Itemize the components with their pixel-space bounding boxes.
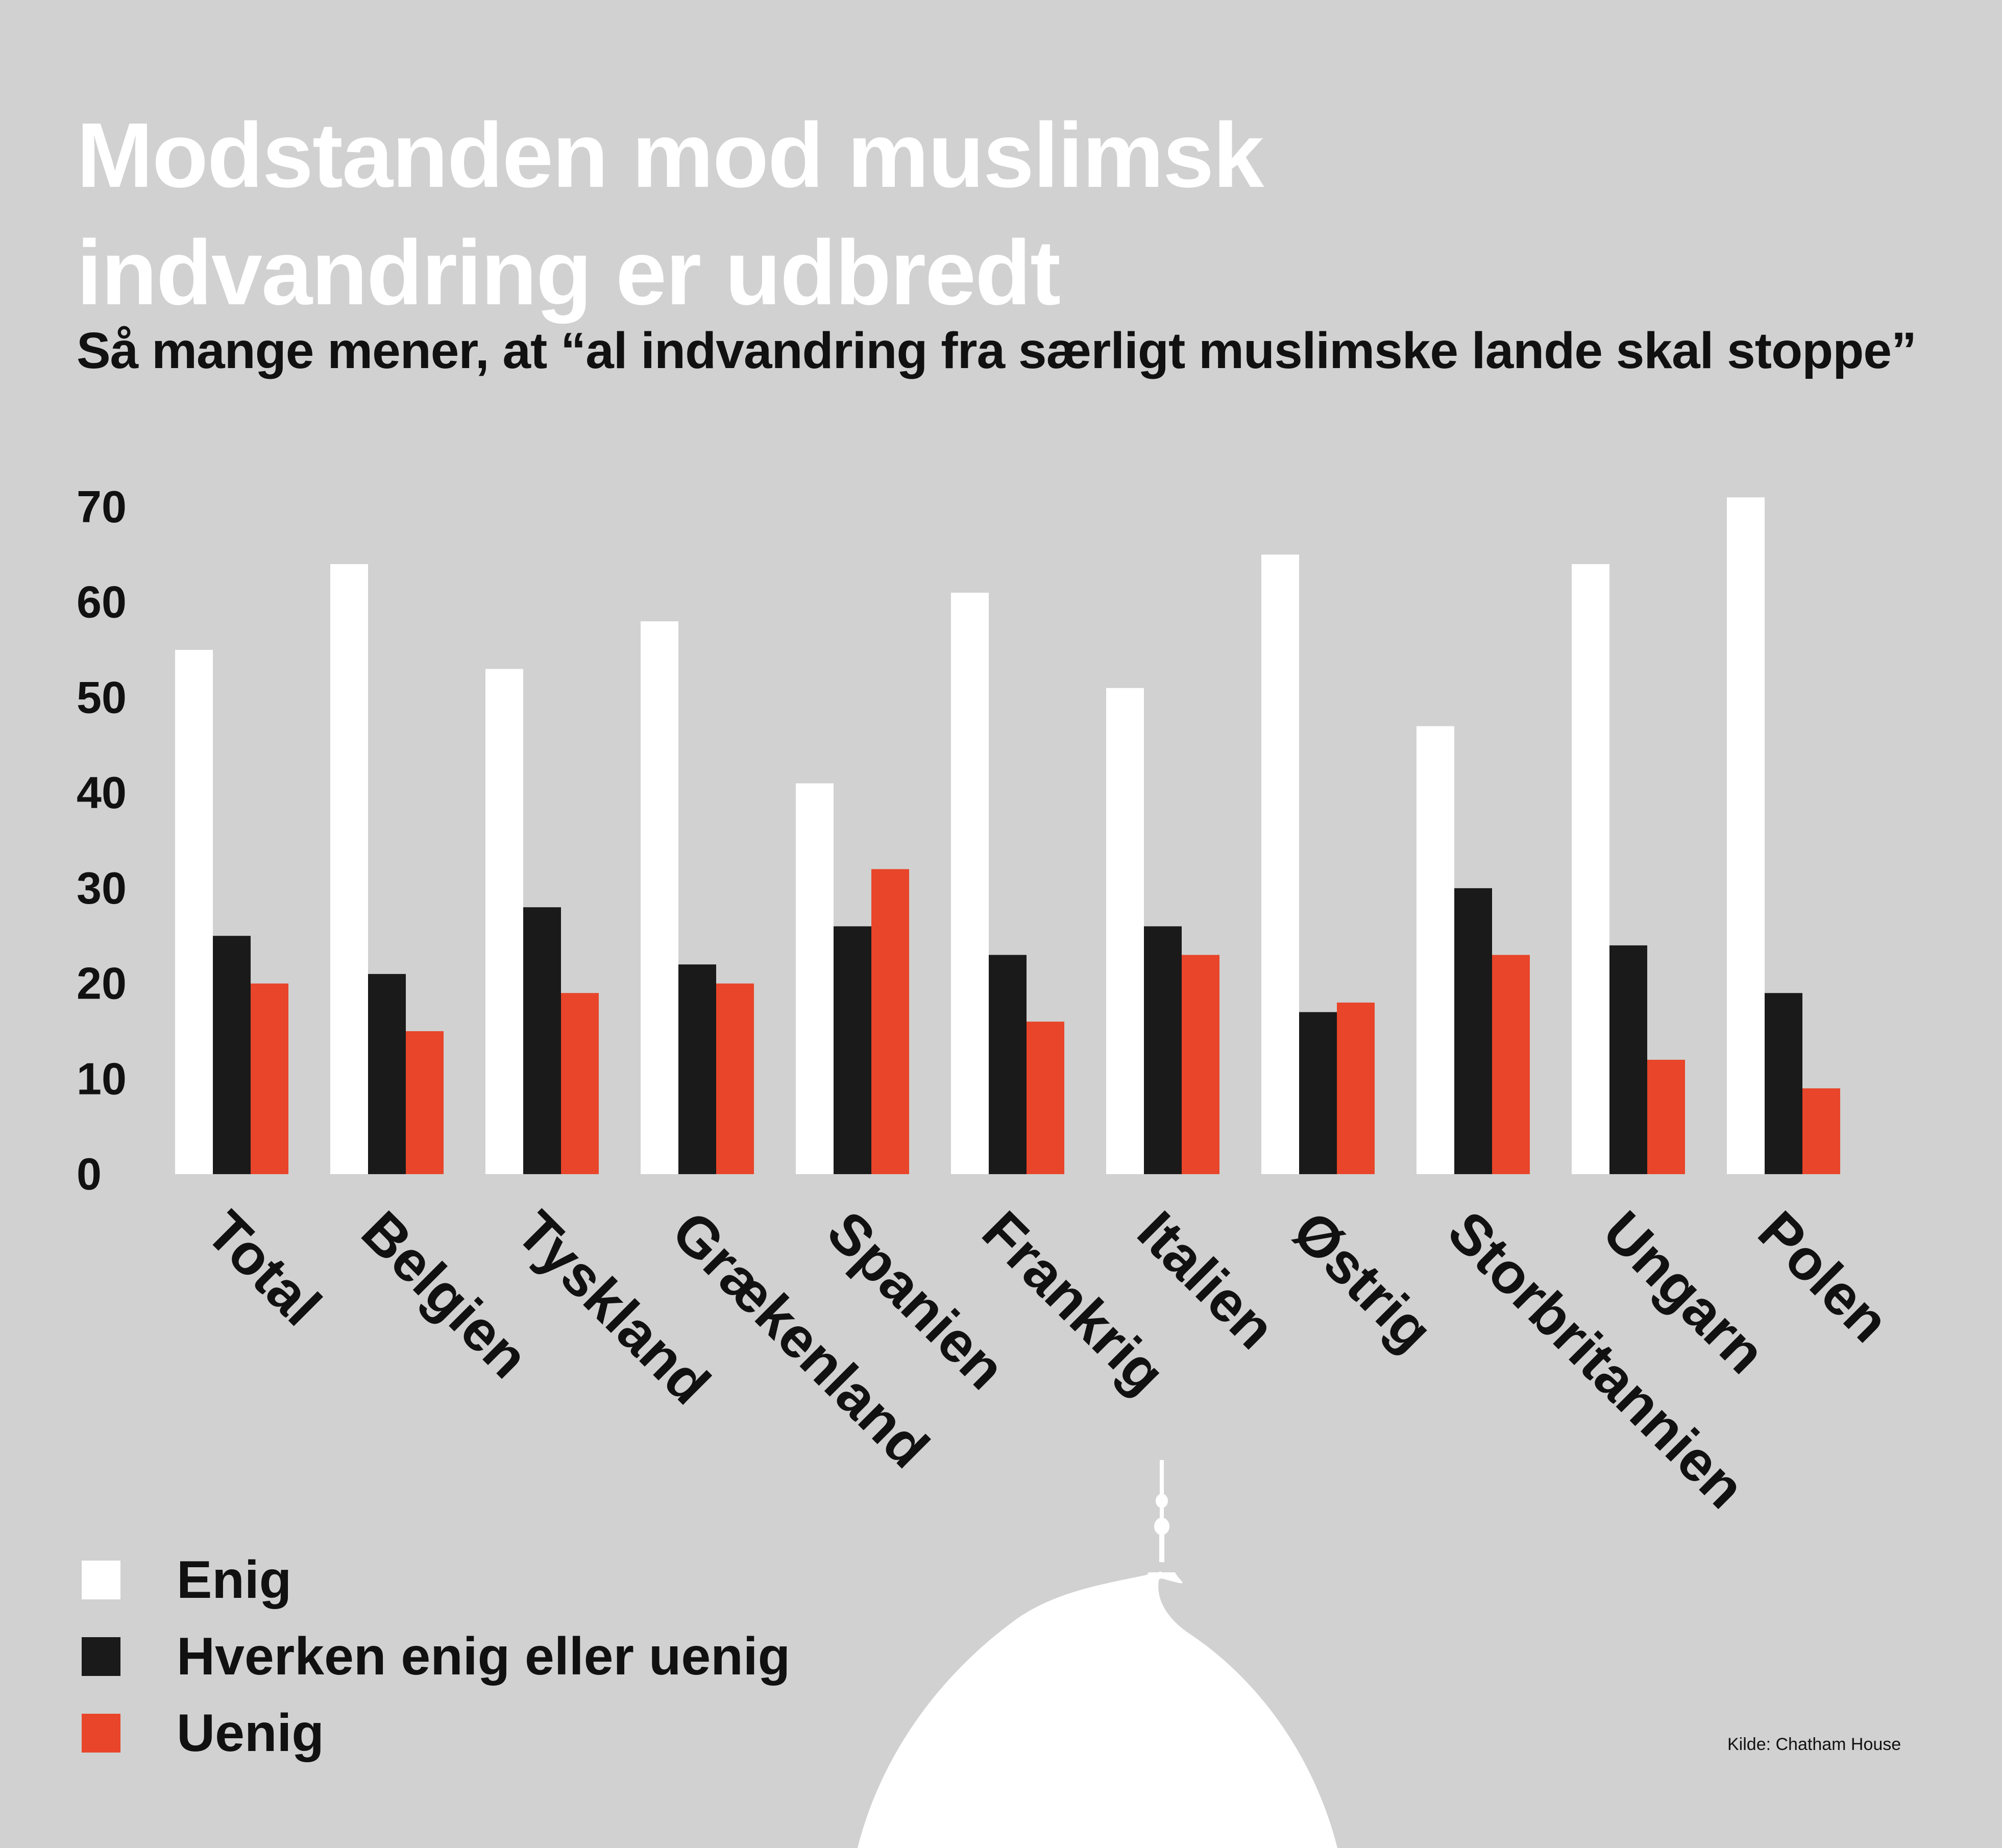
bar — [834, 926, 871, 1174]
bar — [1027, 1022, 1064, 1174]
legend-label-uenig: Uenig — [177, 1703, 324, 1763]
bar — [175, 650, 213, 1174]
bar — [1299, 1012, 1337, 1174]
bar — [796, 783, 834, 1174]
legend: Enig Hverken enig eller uenig Uenig — [82, 1542, 790, 1771]
y-tick-label: 40 — [77, 767, 127, 818]
y-tick-label: 20 — [77, 958, 127, 1009]
bar — [523, 907, 561, 1174]
bar — [1492, 955, 1530, 1174]
bar — [1647, 1059, 1685, 1174]
y-tick-label: 70 — [77, 481, 127, 532]
bar — [368, 974, 406, 1174]
bar — [1609, 945, 1647, 1174]
bar — [1417, 726, 1454, 1174]
y-tick-label: 0 — [77, 1149, 102, 1199]
legend-swatch-uenig — [82, 1714, 120, 1753]
chart-subtitle: Så mange mener, at “al indvandring fra s… — [77, 322, 1917, 379]
bar — [1765, 993, 1802, 1174]
chart-title: Modstanden mod muslimsk indvandring er u… — [77, 97, 1404, 332]
source-note: Kilde: Chatham House — [1727, 1735, 1901, 1754]
bar — [989, 955, 1027, 1174]
legend-label-hverken: Hverken enig eller uenig — [177, 1626, 791, 1686]
legend-swatch-hverken — [82, 1637, 120, 1676]
bar — [1261, 554, 1299, 1174]
legend-item-hverken: Hverken enig eller uenig — [82, 1618, 790, 1695]
x-tick-label: Belgien — [350, 1199, 541, 1390]
legend-swatch-enig — [82, 1561, 120, 1599]
bar — [1454, 888, 1492, 1174]
bar — [1337, 1002, 1375, 1174]
bar — [1727, 497, 1765, 1174]
title-line-1: Modstanden mod muslimsk — [77, 104, 1264, 207]
bar — [485, 669, 523, 1174]
title-line-2: indvandring er udbredt — [77, 222, 1061, 324]
bar — [1182, 955, 1219, 1174]
x-tick-label: Østrig — [1281, 1199, 1445, 1364]
y-tick-label: 10 — [77, 1053, 127, 1104]
bar — [251, 983, 288, 1174]
legend-label-enig: Enig — [177, 1550, 292, 1610]
y-tick-label: 30 — [77, 863, 127, 913]
x-tick-label: Total — [194, 1199, 333, 1338]
y-tick-label: 60 — [77, 577, 127, 627]
bar — [1802, 1088, 1840, 1174]
bar — [951, 593, 989, 1174]
bar — [716, 983, 754, 1174]
bar — [1144, 926, 1182, 1174]
bar — [641, 621, 678, 1174]
bar — [406, 1031, 444, 1174]
bar — [1106, 688, 1144, 1174]
y-tick-label: 50 — [77, 672, 127, 722]
legend-item-uenig: Uenig — [82, 1695, 790, 1771]
bar — [1572, 564, 1609, 1174]
bar — [561, 993, 599, 1174]
x-tick-label: Polen — [1746, 1199, 1901, 1354]
legend-item-enig: Enig — [82, 1542, 790, 1618]
bar — [678, 964, 716, 1174]
bar — [871, 869, 909, 1174]
bar — [213, 936, 251, 1174]
mosque-dome-illustration — [858, 1460, 1337, 1848]
bar — [330, 564, 368, 1174]
